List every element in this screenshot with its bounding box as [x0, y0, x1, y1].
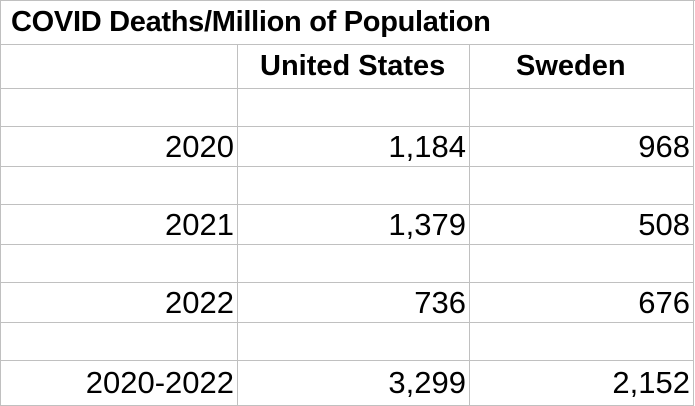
empty-cell[interactable] — [238, 167, 470, 205]
sweden-value-cell[interactable]: 2,152 — [470, 361, 694, 406]
empty-cell[interactable] — [238, 89, 470, 127]
united-states-value-cell[interactable]: 1,184 — [238, 127, 470, 167]
united-states-value-cell[interactable]: 1,379 — [238, 205, 470, 245]
empty-cell[interactable] — [470, 245, 694, 283]
united-states-value-cell[interactable]: 736 — [238, 283, 470, 323]
header-cell-label[interactable] — [1, 45, 238, 89]
row-label-cell[interactable]: 2021 — [1, 205, 238, 245]
row-label-cell[interactable]: 2020-2022 — [1, 361, 238, 406]
empty-cell[interactable] — [238, 323, 470, 361]
empty-cell[interactable] — [1, 323, 238, 361]
row-label-cell[interactable]: 2020 — [1, 127, 238, 167]
sweden-value-cell[interactable]: 968 — [470, 127, 694, 167]
header-cell-sweden[interactable]: Sweden — [470, 45, 694, 89]
sweden-value-cell[interactable]: 676 — [470, 283, 694, 323]
sweden-value-cell[interactable]: 508 — [470, 205, 694, 245]
empty-cell[interactable] — [1, 89, 238, 127]
empty-cell[interactable] — [1, 167, 238, 205]
empty-cell[interactable] — [238, 245, 470, 283]
empty-cell[interactable] — [470, 89, 694, 127]
header-cell-united-states[interactable]: United States — [238, 45, 470, 89]
table-title[interactable]: COVID Deaths/Million of Population — [1, 1, 694, 45]
row-label-cell[interactable]: 2022 — [1, 283, 238, 323]
empty-cell[interactable] — [470, 167, 694, 205]
empty-cell[interactable] — [1, 245, 238, 283]
united-states-value-cell[interactable]: 3,299 — [238, 361, 470, 406]
empty-cell[interactable] — [470, 323, 694, 361]
